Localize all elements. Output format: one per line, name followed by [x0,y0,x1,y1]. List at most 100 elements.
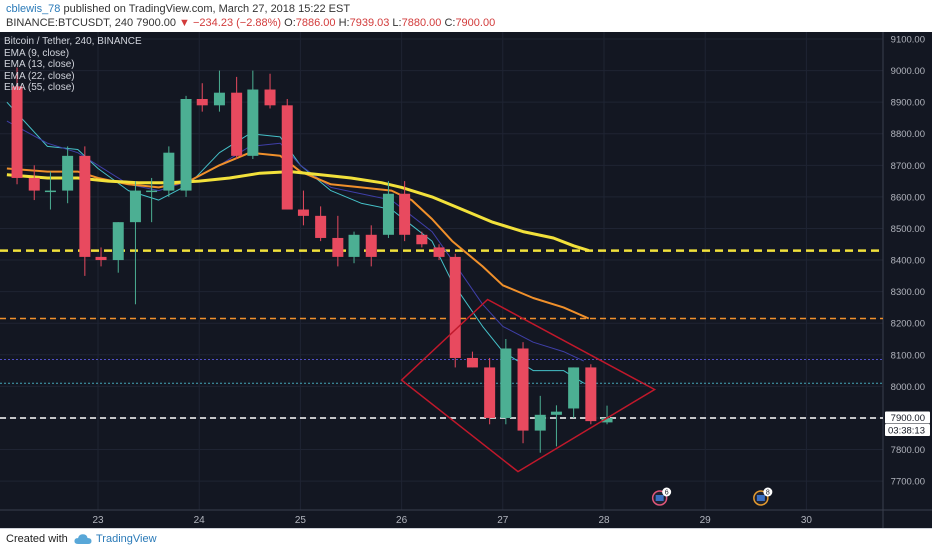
candle-down[interactable] [399,193,411,235]
ohlc-line: BINANCE:BTCUSDT, 240 7900.00 ▼ −234.23 (… [6,17,495,29]
last-price: 7900.00 [136,17,176,29]
candle-up[interactable] [129,190,141,223]
price-axis-label: 9000.00 [891,66,925,77]
candle-up[interactable] [180,99,192,191]
high-label: H: [338,17,350,29]
down-arrow-icon: ▼ [179,17,190,29]
candle-up[interactable] [44,190,56,193]
candle-up[interactable] [247,89,259,156]
candle-down[interactable] [466,357,478,368]
ema-line-1[interactable] [6,120,585,362]
countdown-box [885,423,930,436]
high-value: 7939.03 [349,17,390,29]
event-count-badge [662,487,672,497]
event-count-label: 8 [766,490,770,497]
price-axis-label: 8300.00 [891,287,925,298]
candle-down[interactable] [585,367,597,422]
candle-down[interactable] [449,256,461,358]
price-axis-label: 8900.00 [891,98,925,109]
close-label: C: [444,17,456,29]
candle-down[interactable] [95,256,107,261]
event-count-badge [763,487,773,497]
candle-up[interactable] [213,92,225,106]
tradingview-cloud-icon [74,534,92,544]
time-axis-label: 25 [295,515,307,526]
price-axis-label: 8400.00 [891,256,925,267]
legend-ema13[interactable]: EMA (13, close) [4,59,75,70]
ema-line-3[interactable] [6,170,590,253]
time-axis-label: 24 [194,515,206,526]
price-axis-label: 8500.00 [891,224,925,235]
candle-up[interactable] [112,222,124,261]
chart-panel[interactable]: 6 8 9100.00 9000.00 8900.00 8800.00 8700.00 860… [0,32,932,528]
candle-down[interactable] [264,89,276,106]
candle-down[interactable] [196,99,208,106]
time-axis-label: 27 [497,515,509,526]
price-axis-label: 7700.00 [891,477,925,488]
price-axis-label: 8000.00 [891,382,925,393]
open-value: 7886.00 [295,17,336,29]
candle-up[interactable] [163,152,175,191]
low-label: L: [392,17,402,29]
close-value: 7900.00 [455,17,496,29]
author-link[interactable]: cblewis_78 [6,3,61,15]
candle-down[interactable] [231,92,243,156]
candle-down[interactable] [517,348,529,431]
created-with-text: Created with [6,533,68,545]
candle-up[interactable] [568,367,580,409]
price-change: −234.23 (−2.88%) [193,17,282,29]
price-axis-label: 8600.00 [891,192,925,203]
time-axis-label: 30 [801,515,813,526]
time-axis-label: 23 [92,515,104,526]
price-axis-label: 8100.00 [891,350,925,361]
time-axis-label: 29 [700,515,712,526]
flag-icon [655,495,664,501]
chart-header: cblewis_78 published on TradingView.com,… [0,0,932,32]
candle-up[interactable] [348,234,360,257]
candle-down[interactable] [28,177,40,191]
candle-up[interactable] [534,414,546,431]
candle-up[interactable] [500,348,512,418]
tradingview-brand[interactable]: TradingView [96,533,157,545]
last-price-label: 7900.00 [891,413,925,424]
price-axis-label: 8200.00 [891,319,925,330]
candle-down[interactable] [11,86,23,178]
legend-ema9[interactable]: EMA (9, close) [4,47,70,59]
symbol-label: BINANCE:BTCUSDT, 240 [6,17,134,29]
candle-down[interactable] [484,367,496,418]
legend-ema55[interactable]: EMA (55, close) [4,82,75,93]
candle-up[interactable] [550,411,562,415]
time-axis-label: 28 [598,515,610,526]
candle-down[interactable] [297,209,309,216]
diamond-annotation[interactable] [400,298,657,473]
candle-down[interactable] [433,247,445,257]
price-axis-label: 9100.00 [891,35,925,46]
candle-down[interactable] [281,105,293,210]
low-value: 7880.00 [401,17,442,29]
flag-icon [756,495,765,501]
price-axis-label: 8700.00 [891,161,925,172]
candle-down[interactable] [315,215,327,238]
countdown-label: 03:38:13 [888,425,925,436]
candle-down[interactable] [332,237,344,257]
legend-title: Bitcoin / Tether, 240, BINANCE [4,36,142,47]
open-label: O: [284,17,296,29]
time-axis-label: 26 [396,515,408,526]
candle-down[interactable] [416,234,428,245]
footer: Created with TradingView [0,528,932,550]
publication-line: cblewis_78 published on TradingView.com,… [6,3,350,15]
candle-down[interactable] [365,234,377,257]
candle-down[interactable] [79,155,91,257]
candle-up[interactable] [382,193,394,235]
published-text: published on TradingView.com, March 27, … [63,3,351,15]
event-count-label: 6 [665,490,669,497]
price-chart[interactable]: 6 8 9100.00 9000.00 8900.00 8800.00 8700.00 860… [0,32,932,528]
candle-up[interactable] [62,155,74,191]
chart-legend: Bitcoin / Tether, 240, BINANCE EMA (9, c… [4,36,142,94]
candle-up[interactable] [146,190,158,193]
candle-up[interactable] [601,417,613,423]
price-axis-label: 8800.00 [891,129,925,140]
legend-ema22[interactable]: EMA (22, close) [4,70,75,82]
price-axis-label: 7800.00 [891,445,925,456]
last-price-box [885,411,930,424]
